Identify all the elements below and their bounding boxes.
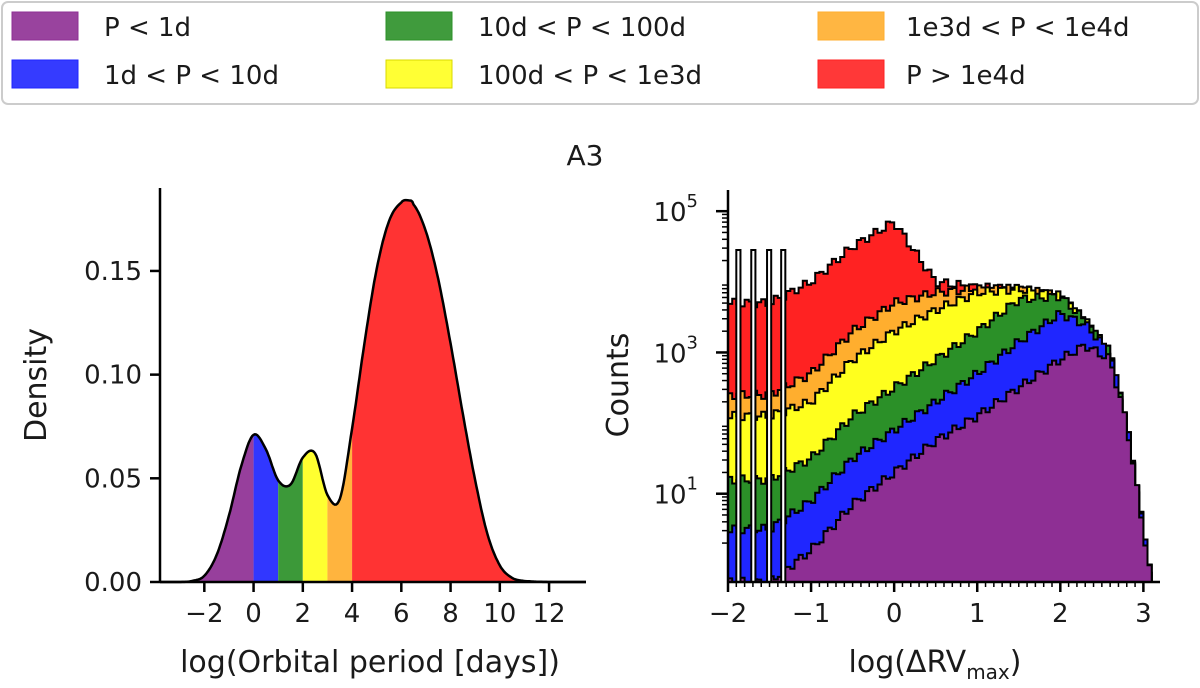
x-tick-label: 2 <box>1052 599 1069 629</box>
y-tick-label: 103 <box>653 332 698 369</box>
legend-swatch <box>385 59 453 89</box>
legend-label: P > 1e4d <box>906 61 1026 91</box>
y-tick-label: 0.10 <box>84 361 142 391</box>
x-tick-label: −1 <box>792 599 830 629</box>
x-axis-label: log(ΔRVmax) <box>849 645 1022 684</box>
density-region <box>160 434 254 582</box>
x-axis-label-main: log(ΔRV <box>849 645 967 680</box>
legend-entry: P < 1d <box>11 11 191 43</box>
x-tick-label: 6 <box>393 599 410 629</box>
legend-swatch <box>385 11 453 41</box>
density-fill-regions <box>160 200 586 582</box>
legend-entry: 1d < P < 10d <box>11 59 279 91</box>
y-tick-label: 101 <box>653 474 698 511</box>
legend-label: 10d < P < 100d <box>478 13 686 43</box>
x-tick-label: 0 <box>245 599 262 629</box>
density-curve <box>160 198 586 584</box>
x-tick-label: 2 <box>295 599 312 629</box>
legend-entry: P > 1e4d <box>817 59 1026 91</box>
legend-swatch <box>817 11 885 41</box>
x-axis-label-end: ) <box>1010 645 1022 680</box>
x-tick-label: 4 <box>344 599 361 629</box>
legend-label: 1d < P < 10d <box>104 61 279 91</box>
y-tick-label: 105 <box>653 191 698 228</box>
density-region <box>302 450 328 582</box>
y-tick-exponent: 3 <box>687 332 698 353</box>
y-tick-label: 0.05 <box>84 464 142 494</box>
density-region <box>327 428 353 582</box>
legend-entry: 1e3d < P < 1e4d <box>817 11 1129 43</box>
y-ticks: 101 103 105 <box>653 191 728 544</box>
y-axis-label: Density <box>19 328 54 442</box>
counts-histogram: −2 −1 0 1 2 3 101 103 105 log(ΔRVmax) Counts <box>601 190 1160 684</box>
legend-label: 1e3d < P < 1e4d <box>906 13 1129 43</box>
x-tick-label: 8 <box>442 599 459 629</box>
y-tick-exponent: 5 <box>687 191 698 212</box>
x-tick-label: −2 <box>709 599 747 629</box>
histogram-series-0 <box>727 343 1153 583</box>
y-axis-label: Counts <box>601 333 636 438</box>
legend: P < 1d 1d < P < 10d 10d < P < 100d 100d … <box>1 1 1199 105</box>
figure-title: A3 <box>567 139 604 172</box>
histogram-gaps <box>735 249 787 583</box>
x-tick-label: 1 <box>969 599 986 629</box>
legend-swatch <box>11 11 79 41</box>
histogram-empty-bin <box>780 249 787 583</box>
legend-frame <box>1 1 1199 105</box>
x-tick-label: −2 <box>185 599 223 629</box>
legend-label: P < 1d <box>104 13 191 43</box>
histogram-series <box>727 220 1153 583</box>
legend-swatch <box>817 59 885 89</box>
y-ticks: 0.00 0.05 0.10 0.15 <box>84 257 160 598</box>
density-chart: −2 0 2 4 6 8 10 12 0.00 0.05 0.10 0.15 log(Orbital… <box>19 188 586 680</box>
histogram-empty-bin <box>735 249 742 583</box>
y-tick-label: 0.00 <box>84 568 142 598</box>
density-region <box>352 200 586 582</box>
histogram-empty-bin <box>750 249 757 583</box>
y-tick-label: 0.15 <box>84 257 142 287</box>
x-ticks: −2 0 2 4 6 8 10 12 <box>185 582 566 629</box>
x-ticks: −2 −1 0 1 2 3 <box>709 582 1152 629</box>
density-region <box>278 457 303 582</box>
legend-label: 100d < P < 1e3d <box>478 61 702 91</box>
histogram-empty-bin <box>766 249 773 583</box>
x-axis-label: log(Orbital period [days]) <box>180 645 560 680</box>
x-axis-label-sub: max <box>966 660 1010 684</box>
y-tick-exponent: 1 <box>687 474 698 495</box>
density-region <box>253 434 279 582</box>
x-tick-label: 0 <box>886 599 903 629</box>
legend-swatch <box>11 59 79 89</box>
legend-entry: 100d < P < 1e3d <box>385 59 702 91</box>
legend-entry: 10d < P < 100d <box>385 11 686 43</box>
x-tick-label: 3 <box>1135 599 1152 629</box>
x-tick-label: 12 <box>533 599 566 629</box>
x-tick-label: 10 <box>483 599 516 629</box>
